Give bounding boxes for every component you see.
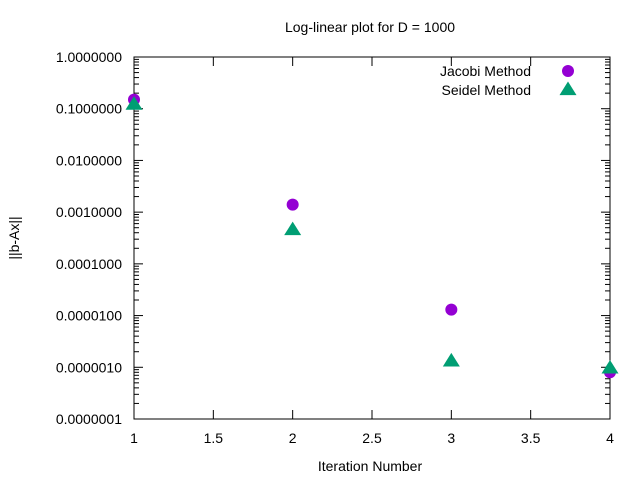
y-tick-label: 0.0000100 bbox=[56, 308, 122, 324]
seidel-method-point bbox=[125, 96, 143, 110]
x-tick-label: 2.5 bbox=[362, 430, 382, 446]
x-axis: 1 1.5 2 2.5 3 3.5 4 bbox=[130, 57, 614, 446]
x-tick-label: 1.5 bbox=[204, 430, 224, 446]
x-tick-label: 1 bbox=[130, 430, 138, 446]
seidel-method-point bbox=[442, 352, 460, 367]
y-axis-label: ||b-Ax|| bbox=[6, 216, 22, 259]
data-points bbox=[125, 93, 619, 379]
x-axis-label: Iteration Number bbox=[318, 458, 423, 474]
legend-label: Seidel Method bbox=[441, 82, 531, 98]
jacobi-method-point bbox=[286, 198, 299, 211]
y-tick-label: 1.0000000 bbox=[56, 49, 122, 65]
y-tick-label: 0.0000010 bbox=[56, 359, 122, 375]
y-tick-label: 0.0000001 bbox=[56, 411, 122, 427]
legend-label: Jacobi Method bbox=[440, 63, 531, 79]
x-tick-label: 2 bbox=[289, 430, 297, 446]
chart-title: Log-linear plot for D = 1000 bbox=[285, 19, 455, 35]
jacobi-method-point bbox=[445, 303, 458, 316]
legend: Jacobi Method Seidel Method bbox=[440, 63, 577, 98]
y-tick-label: 0.0001000 bbox=[56, 256, 122, 272]
seidel-method-legend-marker bbox=[559, 81, 577, 96]
seidel-method-point bbox=[284, 221, 302, 236]
jacobi-method-legend-marker bbox=[562, 65, 574, 77]
plot-frame bbox=[133, 56, 611, 420]
x-tick-label: 4 bbox=[606, 430, 614, 446]
y-tick-label: 0.0010000 bbox=[56, 204, 122, 220]
seidel-method-point bbox=[601, 359, 619, 374]
x-tick-label: 3.5 bbox=[521, 430, 541, 446]
y-tick-label: 0.1000000 bbox=[56, 101, 122, 117]
y-tick-label: 0.0100000 bbox=[56, 152, 122, 168]
x-tick-label: 3 bbox=[447, 430, 455, 446]
